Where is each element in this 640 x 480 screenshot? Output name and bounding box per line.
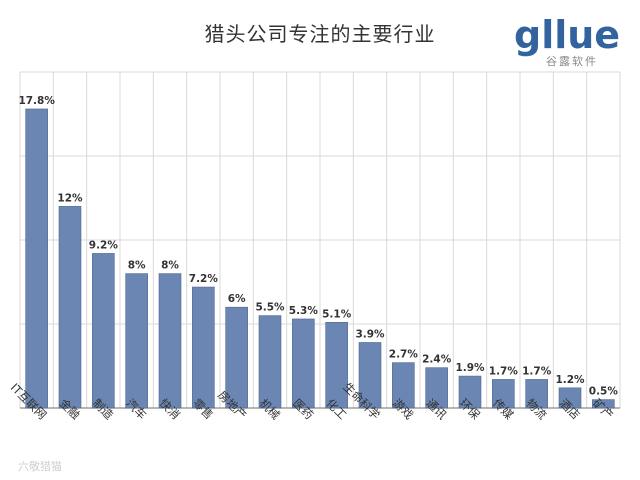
logo-subtitle: 谷露软件 (546, 54, 598, 68)
value-label: 2.7% (389, 349, 419, 361)
value-label: 0.5% (589, 386, 619, 398)
value-label: 12% (57, 192, 83, 204)
bar-15 (525, 379, 548, 409)
chart-title: 猎头公司专注的主要行业 (204, 22, 436, 46)
bar-4 (158, 273, 182, 409)
value-label: 2.4% (422, 354, 452, 366)
bar-6 (225, 306, 248, 409)
bar-1 (58, 206, 82, 409)
bar-3 (125, 273, 148, 409)
bar-12 (425, 367, 448, 409)
value-label: 9.2% (89, 239, 119, 251)
bar-16 (558, 387, 582, 409)
logo-wordmark: gllue (514, 13, 620, 57)
bar-10 (358, 342, 382, 409)
value-label: 5.1% (322, 308, 352, 320)
bar-8 (292, 318, 315, 409)
value-label: 1.7% (522, 365, 552, 377)
value-labels: 17.8% 12% 9.2% 8% 8% 7.2% 6% 5.5% 5.3% 5.1%3.9% 2.… (18, 95, 618, 398)
bar-0 (25, 108, 48, 409)
value-label: 8% (161, 260, 179, 272)
gridlines (19, 71, 621, 409)
bar-17 (592, 399, 615, 409)
value-label: 5.5% (255, 302, 285, 314)
bar-14 (492, 379, 515, 409)
value-label: 1.9% (455, 362, 485, 374)
bar-11 (392, 362, 415, 409)
value-label: 1.2% (555, 374, 585, 386)
value-label: 17.8% (18, 95, 55, 107)
value-label: 6% (228, 293, 246, 305)
bars (25, 108, 615, 409)
value-label: 1.7% (489, 365, 519, 377)
value-label: 8% (128, 260, 146, 272)
value-label: 7.2% (189, 273, 219, 285)
bar-2 (92, 253, 115, 409)
value-label: 5.3% (289, 305, 319, 317)
bar-7 (258, 315, 282, 409)
bar-9 (325, 322, 348, 409)
watermark-text: 六敬猎猫 (18, 459, 62, 473)
gllue-logo: gllue 谷露软件 (514, 13, 620, 68)
bar-13 (458, 375, 482, 409)
value-label: 3.9% (355, 328, 385, 340)
bar-5 (192, 286, 215, 409)
